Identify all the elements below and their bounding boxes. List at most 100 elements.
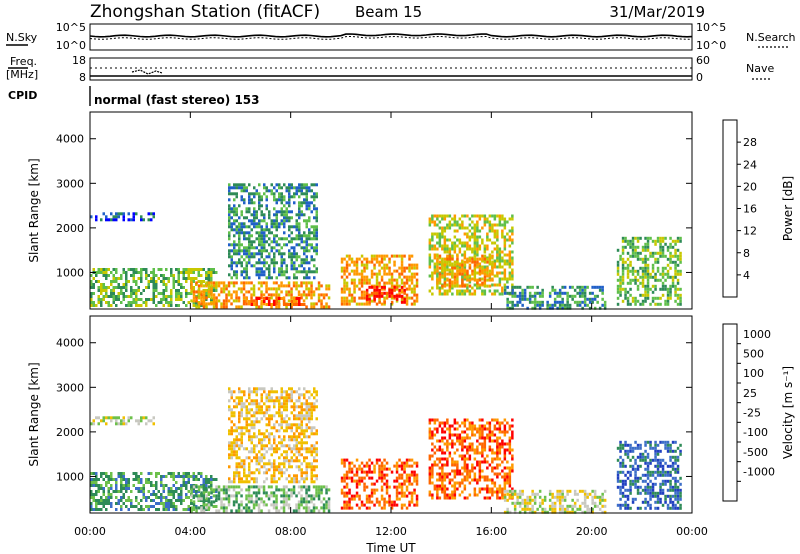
echo-cell [315,474,318,478]
echo-cell [511,294,514,298]
echo-cell [486,475,489,479]
echo-cell [217,281,221,285]
echo-cell [207,508,210,511]
echo-cell [303,261,306,265]
echo-cell [473,472,477,476]
echo-cell [187,277,190,280]
echo-cell [651,266,655,270]
echo-cell [438,214,442,218]
echo-cell [664,254,667,258]
echo-cell [443,257,447,261]
echo-cell [471,448,474,452]
echo-cell [616,272,620,276]
echo-cell [293,192,296,196]
echo-cell [498,490,502,494]
echo-cell [473,448,477,452]
echo-cell [588,300,592,304]
echo-cell [270,474,273,478]
echo-cell [200,281,203,285]
echo-cell [415,461,419,465]
echo-cell [471,463,474,467]
echo-cell [238,258,241,262]
echo-cell [433,256,437,260]
noise-sky-trace [89,33,693,38]
echo-cell [591,300,594,304]
echo-cell [433,451,437,455]
echo-cell [405,485,409,489]
echo-cell [152,484,155,487]
echo-cell [405,494,409,498]
echo-cell [147,419,150,423]
echo-cell [340,269,344,273]
echo-cell [388,260,391,264]
echo-cell [162,292,165,295]
echo-cell [313,264,316,268]
echo-cell [581,285,584,289]
echo-cell [526,306,529,310]
echo-cell [438,424,442,428]
echo-cell [385,482,389,486]
echo-cell [438,289,442,293]
echo-cell [375,275,379,279]
echo-cell [227,284,231,288]
echo-cell [491,266,494,270]
echo-cell [110,416,113,420]
echo-cell [170,268,173,271]
echo-cell [228,222,231,226]
echo-cell [280,207,283,211]
echo-cell [190,491,193,495]
echo-cell [273,462,276,466]
echo-cell [222,509,226,513]
echo-cell [250,423,253,427]
echo-cell [400,473,404,477]
echo-cell [297,503,301,507]
echo-cell [410,464,414,468]
echo-cell [365,494,369,498]
echo-cell [238,249,241,253]
echo-cell [187,481,190,484]
echo-cell [506,421,509,425]
echo-cell [258,462,261,466]
echo-cell [553,291,557,295]
echo-cell [238,432,241,436]
echo-cell [170,493,173,496]
echo-cell [255,222,258,226]
echo-cell [127,212,130,216]
echo-cell [105,292,108,295]
echo-cell [243,390,246,394]
echo-cell [210,475,213,478]
echo-cell [120,292,123,295]
echo-cell [651,251,655,255]
echo-cell [348,464,351,468]
echo-cell [282,284,286,288]
echo-cell [373,263,376,267]
echo-cell [247,302,251,306]
echo-cell [130,499,133,502]
echo-cell [220,500,223,504]
echo-cell [598,288,602,292]
echo-cell [313,444,316,448]
echo-cell [496,247,499,251]
echo-cell [523,291,527,295]
echo-cell [370,299,374,303]
echo-cell [205,475,208,478]
echo-cell [283,252,286,256]
echo-cell [285,270,288,274]
echo-cell [293,459,296,463]
echo-cell [120,419,123,423]
echo-cell [360,461,364,465]
echo-cell [205,506,208,510]
echo-cell [235,509,238,513]
echo-cell [258,243,261,247]
echo-cell [228,216,231,220]
echo-cell [95,478,98,481]
echo-cell [646,236,650,240]
echo-cell [255,462,258,466]
echo-cell [90,298,93,301]
echo-cell [270,399,273,403]
echo-cell [365,260,369,264]
echo-cell [491,223,494,227]
echo-cell [278,396,281,400]
echo-cell [433,232,437,236]
echo-cell [230,249,233,253]
